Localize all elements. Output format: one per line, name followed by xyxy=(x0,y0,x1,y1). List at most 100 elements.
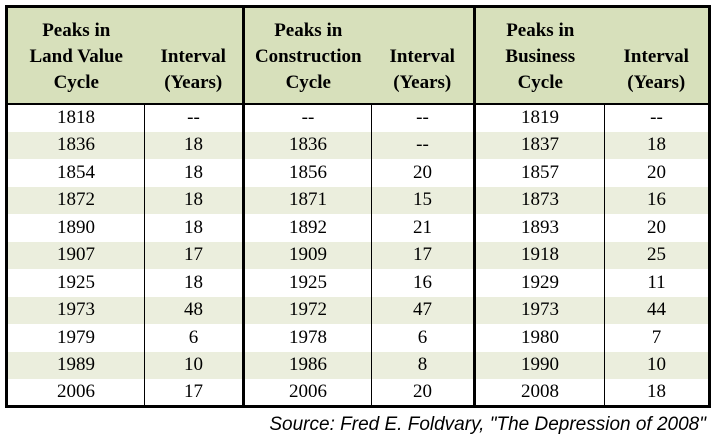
column-header-line: Peaks in xyxy=(506,20,575,41)
column-header: Interval (Years) xyxy=(371,6,475,105)
table-cell: 10 xyxy=(144,351,244,379)
table-cell: -- xyxy=(242,104,372,132)
table-row: 1872 18 1871 15 1873 16 xyxy=(6,186,710,214)
table-cell: 6 xyxy=(371,324,475,352)
column-header-line: (Years) xyxy=(164,72,223,93)
table-cell: 2006 xyxy=(242,379,372,407)
table-cell: 1978 xyxy=(242,324,372,352)
table-cell: 1925 xyxy=(242,269,372,297)
table-cell: 1836 xyxy=(57,134,95,156)
table-cell: 48 xyxy=(144,296,244,324)
cycles-table-container: Peaks in Land Value Cycle Interval (Years) Pe… xyxy=(5,5,711,437)
table-cell: 1890 xyxy=(57,216,95,238)
column-header: Peaks in Construction Cycle xyxy=(242,6,372,105)
table-cell: 1986 xyxy=(242,351,372,379)
table-cell: 8 xyxy=(371,351,475,379)
table-cell: 1973 xyxy=(57,299,95,321)
table-cell: -- xyxy=(144,104,244,132)
column-header-line: Construction xyxy=(254,46,362,67)
table-cell: 18 xyxy=(144,131,244,159)
column-header-line: (Years) xyxy=(393,72,452,93)
table-row: 1989 10 1986 8 1990 10 xyxy=(6,351,710,379)
table-cell: 1925 xyxy=(57,271,95,293)
column-header: Peaks in Business Cycle xyxy=(473,6,605,105)
table-cell: 2006 xyxy=(57,381,95,402)
column-header-line: Interval xyxy=(160,46,226,67)
table-cell: 1819 xyxy=(473,104,605,132)
table-row: 1973 48 1972 47 1973 44 xyxy=(6,296,710,324)
table-cell: 21 xyxy=(371,214,475,242)
column-header-line: Interval xyxy=(623,46,689,67)
table-cell: 17 xyxy=(371,241,475,269)
table-cell: 1856 xyxy=(242,159,372,187)
source-note: Source: Fred E. Foldvary, "The Depressio… xyxy=(269,414,706,435)
column-header-line: Cycle xyxy=(285,72,331,93)
table-cell: 1918 xyxy=(473,241,605,269)
table-cell: 1837 xyxy=(473,131,605,159)
column-header-line: Business xyxy=(505,46,576,67)
table-row: 1854 18 1856 20 1857 20 xyxy=(7,159,710,187)
table-cell: 25 xyxy=(604,241,710,269)
table-cell: 11 xyxy=(604,269,710,297)
table-row: 2006 17 2006 20 2008 18 xyxy=(7,379,710,407)
table-cell: 18 xyxy=(144,269,244,297)
table-cell: 1818 xyxy=(57,107,95,129)
table-cell: 1973 xyxy=(473,296,605,324)
table-cell: 1836 xyxy=(242,131,372,159)
table-cell: 1972 xyxy=(242,296,372,324)
table-cell: 44 xyxy=(604,296,710,324)
table-cell: 16 xyxy=(604,186,710,214)
column-header-line: Interval xyxy=(389,46,455,67)
table-cell: 1989 xyxy=(57,354,95,376)
cycles-table: Peaks in Land Value Cycle Interval (Years) Pe… xyxy=(5,5,711,408)
table-cell: 17 xyxy=(144,241,244,269)
table-cell: 20 xyxy=(371,379,475,407)
table-cell: 18 xyxy=(144,214,244,242)
table-cell: 10 xyxy=(604,351,710,379)
column-header-line: Land Value xyxy=(29,46,123,67)
column-header-line: Cycle xyxy=(517,72,563,93)
column-header: Peaks in Land Value Cycle xyxy=(6,6,145,105)
table-row: 1979 6 1978 6 1980 7 xyxy=(7,324,710,352)
table-cell: -- xyxy=(371,131,475,159)
table-cell: 18 xyxy=(604,379,710,407)
table-row: 1907 17 1909 17 1918 25 xyxy=(6,241,710,269)
table-row: 1925 18 1925 16 1929 11 xyxy=(7,269,710,297)
table-cell: 1892 xyxy=(242,214,372,242)
table-cell: 18 xyxy=(144,159,244,187)
table-row: 1836 18 1836 -- 1837 18 xyxy=(6,131,710,159)
table-cell: 1872 xyxy=(57,189,95,211)
column-header-line: Peaks in xyxy=(42,20,111,41)
table-cell: 1907 xyxy=(57,244,95,266)
table-cell: 18 xyxy=(604,131,710,159)
table-cell: 16 xyxy=(371,269,475,297)
table-cell: 6 xyxy=(144,324,244,352)
table-cell: 18 xyxy=(144,186,244,214)
table-cell: 1980 xyxy=(473,324,605,352)
table-cell: 1979 xyxy=(57,326,95,348)
table-row: 1818 -- -- -- 1819 -- xyxy=(7,104,710,132)
table-cell: 17 xyxy=(144,379,244,407)
table-cell: 15 xyxy=(371,186,475,214)
table-cell: 47 xyxy=(371,296,475,324)
table-cell: 1871 xyxy=(242,186,372,214)
table-cell: 1857 xyxy=(473,159,605,187)
table-row: 1890 18 1892 21 1893 20 xyxy=(7,214,710,242)
column-header-line: Peaks in xyxy=(274,20,343,41)
table-cell: 1909 xyxy=(242,241,372,269)
column-header: Interval (Years) xyxy=(604,6,710,105)
table-cell: -- xyxy=(371,104,475,132)
table-body: 1818 -- -- -- 1819 -- 1836 18 1836 -- 1837 18 1854 18… xyxy=(6,104,710,407)
table-cell: 20 xyxy=(604,214,710,242)
table-cell: 7 xyxy=(604,324,710,352)
table-cell: 1873 xyxy=(473,186,605,214)
table-cell: 1893 xyxy=(473,214,605,242)
table-cell: 2008 xyxy=(473,379,605,407)
table-cell: -- xyxy=(604,104,710,132)
column-header-line: (Years) xyxy=(627,72,686,93)
table-cell: 1929 xyxy=(473,269,605,297)
table-header: Peaks in Land Value Cycle Interval (Years) Pe… xyxy=(6,6,710,105)
table-cell: 20 xyxy=(604,159,710,187)
table-cell: 20 xyxy=(371,159,475,187)
column-header-line: Cycle xyxy=(53,72,99,93)
